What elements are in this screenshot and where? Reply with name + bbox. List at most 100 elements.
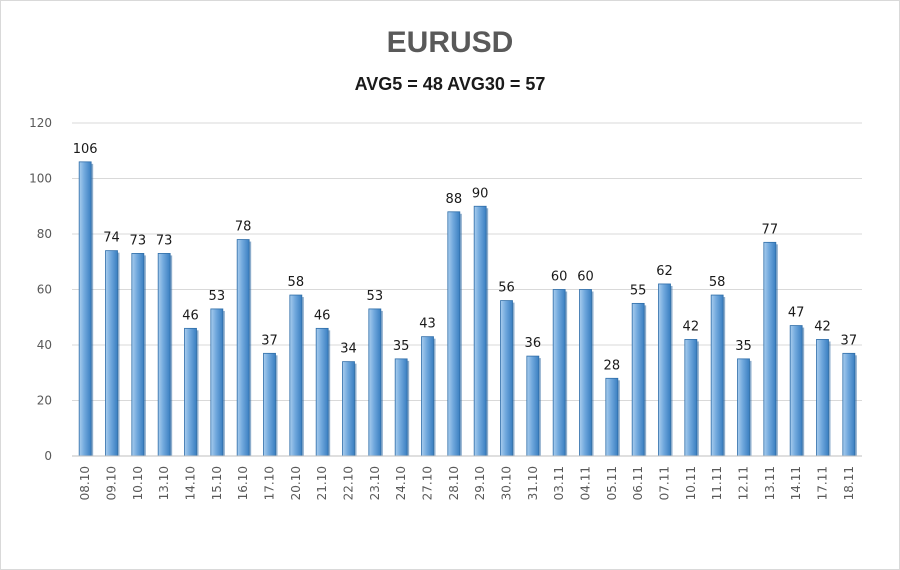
- bar: [605, 377, 619, 457]
- x-axis-ticks: 08.10 09.10 10.10 13.10 14.10 15.10 16.10 17.10…: [78, 466, 856, 500]
- bar: [421, 336, 434, 457]
- y-tick-label: 120: [29, 116, 52, 130]
- data-label: 53: [209, 289, 226, 304]
- x-tick-label: 17.10: [263, 466, 277, 500]
- bar: [315, 327, 329, 457]
- bar: [473, 205, 487, 457]
- bar: [447, 211, 461, 457]
- bar: [526, 355, 540, 457]
- data-label: 62: [656, 264, 673, 279]
- bar: [500, 300, 513, 457]
- y-axis-ticks: 0 20 40 60 80 100 120: [29, 116, 52, 463]
- x-tick-label: 06.11: [631, 466, 645, 500]
- x-tick-label: 28.10: [447, 466, 461, 500]
- data-label: 37: [841, 333, 858, 348]
- bar: [131, 253, 145, 457]
- bar: [658, 283, 671, 457]
- bar: [816, 339, 829, 457]
- x-tick-label: 03.11: [552, 466, 566, 500]
- data-label: 56: [498, 281, 515, 296]
- y-tick-label: 60: [37, 283, 52, 297]
- x-tick-label: 14.10: [184, 466, 198, 500]
- x-tick-label: 13.10: [157, 466, 171, 500]
- bar: [579, 289, 592, 457]
- bar: [263, 352, 276, 457]
- x-tick-label: 09.10: [105, 466, 119, 500]
- bar: [842, 352, 856, 457]
- data-label: 74: [103, 231, 120, 246]
- data-label: 60: [577, 270, 594, 285]
- x-tick-label: 13.11: [763, 466, 777, 500]
- y-tick-label: 100: [29, 172, 52, 186]
- bar: [184, 327, 197, 457]
- x-tick-label: 23.10: [368, 466, 382, 500]
- gridlines: [72, 122, 862, 401]
- bar: [737, 358, 750, 457]
- bar: [394, 358, 408, 457]
- x-tick-label: 10.10: [131, 466, 145, 500]
- y-tick-label: 40: [37, 338, 52, 352]
- data-label: 53: [367, 289, 384, 304]
- bar: [236, 239, 250, 457]
- x-tick-label: 15.10: [210, 466, 224, 500]
- x-tick-label: 11.11: [710, 466, 724, 500]
- y-tick-label: 0: [44, 449, 52, 463]
- x-tick-label: 04.11: [579, 466, 593, 500]
- x-tick-label: 16.10: [236, 466, 250, 500]
- x-tick-label: 17.11: [816, 466, 830, 500]
- x-tick-label: 05.11: [605, 466, 619, 500]
- bar: [368, 308, 382, 457]
- data-label: 90: [472, 186, 489, 201]
- data-label: 58: [288, 275, 305, 290]
- bar: [684, 339, 698, 457]
- data-label: 46: [314, 308, 331, 323]
- data-labels: 106 74 73 73 46 53 78 37 58 46 34 53 35 43 88 90 56 36 60 6…: [73, 142, 857, 373]
- chart-subtitle: AVG5 = 48 AVG30 = 57: [354, 74, 546, 94]
- data-label: 55: [630, 283, 647, 298]
- x-tick-label: 14.11: [789, 466, 803, 500]
- data-label: 35: [393, 339, 410, 354]
- x-tick-label: 29.10: [473, 466, 487, 500]
- data-label: 73: [130, 233, 147, 248]
- x-tick-label: 31.10: [526, 466, 540, 500]
- bar: [105, 250, 118, 457]
- x-tick-label: 21.10: [315, 466, 329, 500]
- x-tick-label: 22.10: [342, 466, 356, 500]
- data-label: 77: [762, 222, 779, 237]
- x-tick-label: 30.10: [500, 466, 514, 500]
- chart-title: EURUSD: [386, 26, 514, 59]
- data-label: 60: [551, 270, 568, 285]
- data-label: 42: [814, 319, 831, 334]
- data-label: 35: [735, 339, 752, 354]
- data-label: 58: [709, 275, 726, 290]
- bars: [78, 161, 857, 457]
- data-label: 34: [340, 342, 357, 357]
- data-label: 36: [525, 336, 542, 351]
- bar: [342, 361, 355, 457]
- bar: [763, 241, 777, 457]
- data-label: 42: [683, 319, 700, 334]
- y-tick-label: 20: [37, 394, 52, 408]
- x-tick-label: 10.11: [684, 466, 698, 500]
- bar: [157, 253, 171, 457]
- data-label: 46: [182, 308, 199, 323]
- bar: [78, 161, 92, 457]
- data-label: 73: [156, 233, 173, 248]
- x-tick-label: 20.10: [289, 466, 303, 500]
- y-tick-label: 80: [37, 227, 52, 241]
- bar: [552, 289, 566, 457]
- data-label: 88: [446, 192, 463, 207]
- data-label: 106: [73, 142, 98, 157]
- x-tick-label: 12.11: [737, 466, 751, 500]
- data-label: 47: [788, 306, 805, 321]
- bar: [631, 302, 645, 457]
- bar: [289, 294, 303, 457]
- bar: [710, 294, 724, 457]
- data-label: 78: [235, 220, 252, 235]
- bar: [210, 308, 224, 457]
- data-label: 43: [419, 317, 436, 332]
- x-tick-label: 07.11: [658, 466, 672, 500]
- x-tick-label: 24.10: [394, 466, 408, 500]
- x-tick-label: 27.10: [421, 466, 435, 500]
